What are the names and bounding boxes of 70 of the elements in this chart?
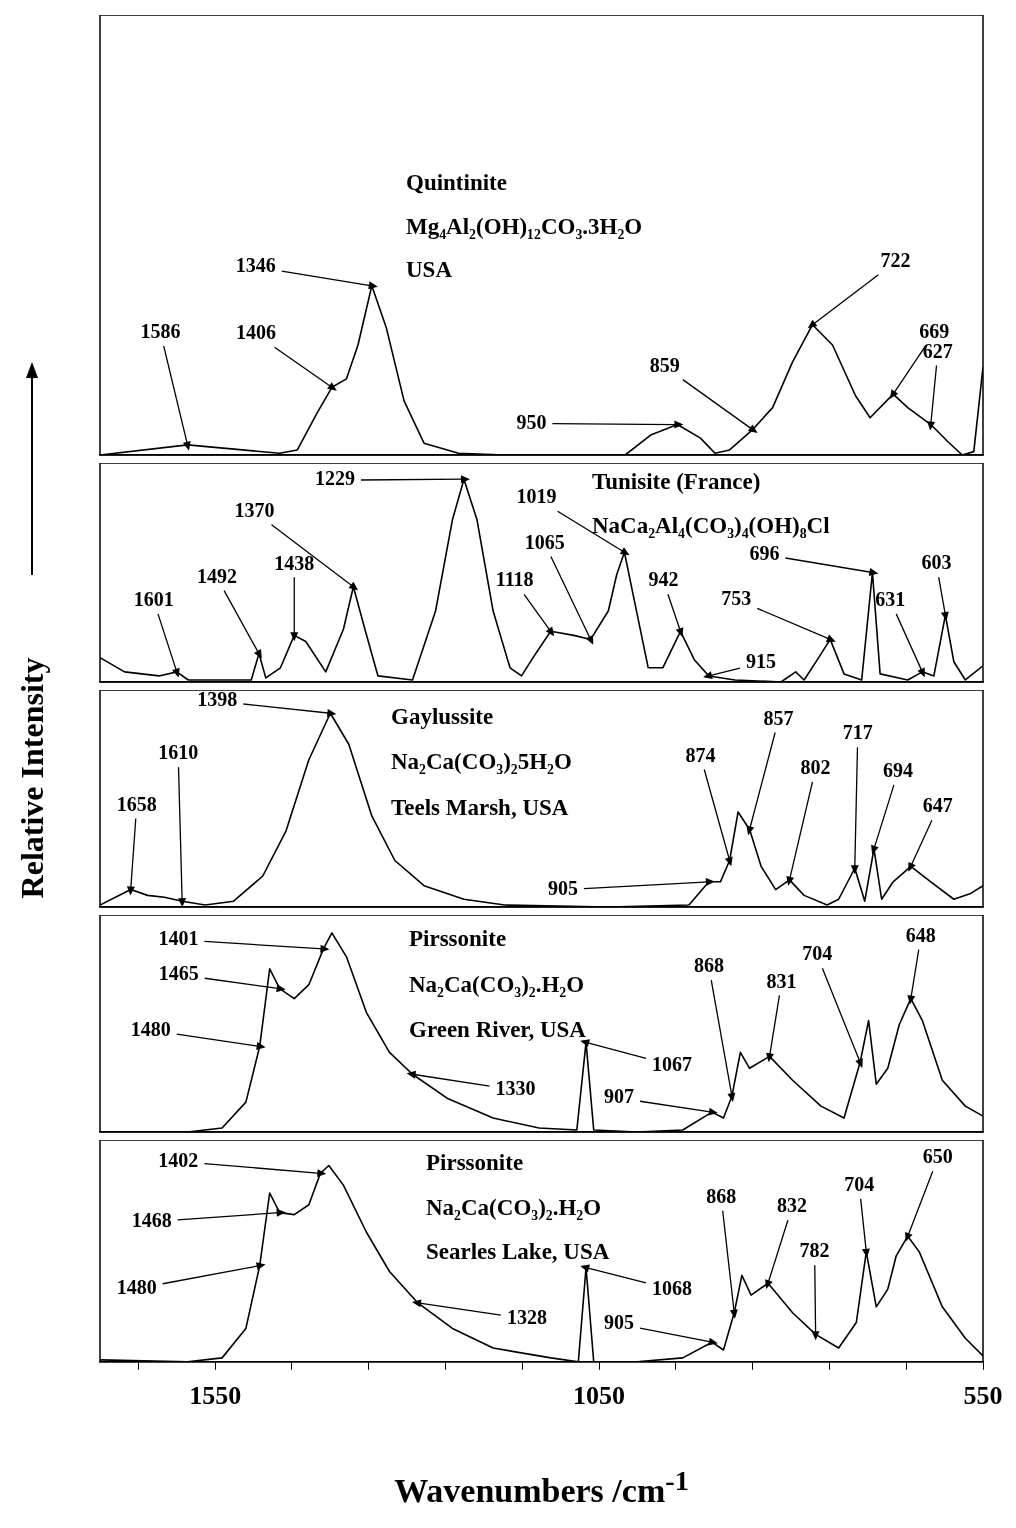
annotation: Na₂Ca(CO₃)₂.H₂O xyxy=(409,972,585,998)
annotation: Na₂Ca(CO₃)₂5H₂O xyxy=(391,749,572,775)
annotation: Na₂Ca(CO₃)₂.H₂O xyxy=(426,1195,602,1221)
annotation: 717 xyxy=(842,721,873,744)
annotation: 832 xyxy=(777,1194,808,1217)
annotation: 1067 xyxy=(652,1052,693,1075)
annotation: 907 xyxy=(603,1085,634,1108)
annotation: Pirssonite xyxy=(409,926,507,952)
annotation: 650 xyxy=(922,1145,953,1168)
annotation: Searles Lake, USA xyxy=(426,1239,610,1265)
annotation: 1330 xyxy=(495,1077,536,1100)
annotation: 950 xyxy=(516,410,547,433)
annotation: 1465 xyxy=(158,961,199,984)
annotation: 704 xyxy=(802,942,833,965)
x-tick-label: 1050 xyxy=(573,1381,626,1411)
annotation: 753 xyxy=(721,586,752,609)
annotation: 857 xyxy=(763,706,794,729)
annotation: 1398 xyxy=(197,688,238,711)
annotation: 1118 xyxy=(495,568,534,591)
annotation: 704 xyxy=(844,1173,875,1196)
annotation: 696 xyxy=(749,541,780,564)
annotation: 1328 xyxy=(506,1306,547,1329)
annotation: 915 xyxy=(745,650,776,673)
annotation: 905 xyxy=(603,1311,634,1334)
annotation: 1601 xyxy=(133,588,174,611)
annotation: 1229 xyxy=(314,467,355,490)
annotation: 905 xyxy=(547,876,578,899)
x-tick-label: 1550 xyxy=(189,1381,242,1411)
annotation: Gaylussite xyxy=(391,704,494,730)
annotation: 1019 xyxy=(516,485,557,508)
annotation: NaCa₂Al₄(CO₃)₄(OH)₈Cl xyxy=(592,513,830,539)
annotation: Pirssonite xyxy=(426,1150,524,1176)
annotation: 694 xyxy=(882,759,913,782)
annotation: 802 xyxy=(800,756,831,779)
annotation: 874 xyxy=(685,743,716,766)
annotation: 1492 xyxy=(196,564,237,587)
annotation: Tunisite (France) xyxy=(592,469,761,495)
y-axis-title: Relative Intensity xyxy=(13,657,51,899)
annotation: Teels Marsh, USA xyxy=(391,795,569,821)
annotation: 722 xyxy=(880,248,911,271)
annotation: 1346 xyxy=(235,253,276,276)
annotation: 1480 xyxy=(116,1275,157,1298)
annotation: 603 xyxy=(921,551,952,574)
x-tick-label: 550 xyxy=(963,1381,1003,1411)
text: USA xyxy=(406,257,453,283)
text: Quintinite xyxy=(406,170,507,196)
x-axis-title: Wavenumbers /cm$^{-1}$ xyxy=(393,1465,690,1511)
annotation: 1438 xyxy=(274,551,315,574)
annotation: 868 xyxy=(706,1184,737,1207)
annotation: Green River, USA xyxy=(409,1017,586,1043)
annotation: 1610 xyxy=(158,741,199,764)
annotation: 1406 xyxy=(235,321,276,344)
annotation: 942 xyxy=(648,568,679,591)
annotation: 1065 xyxy=(524,530,565,553)
annotation: 647 xyxy=(922,794,953,817)
annotation: 868 xyxy=(693,954,724,977)
annotation: 782 xyxy=(799,1239,830,1262)
annotation: 1658 xyxy=(116,792,157,815)
annotation: 831 xyxy=(766,969,797,992)
annotation: 648 xyxy=(905,923,936,946)
annotation: 1402 xyxy=(158,1148,199,1171)
annotation: 1468 xyxy=(131,1208,172,1231)
annotation: 1586 xyxy=(140,320,181,343)
annotation: 1401 xyxy=(158,927,199,950)
annotation: 859 xyxy=(649,353,680,376)
annotation: 631 xyxy=(875,588,906,611)
annotation: 1370 xyxy=(234,498,275,521)
annotation: 1480 xyxy=(130,1017,171,1040)
annotation: 1068 xyxy=(652,1276,693,1299)
text: Mg₄Al₂(OH)₁₂CO₃.3H₂O xyxy=(406,214,643,240)
